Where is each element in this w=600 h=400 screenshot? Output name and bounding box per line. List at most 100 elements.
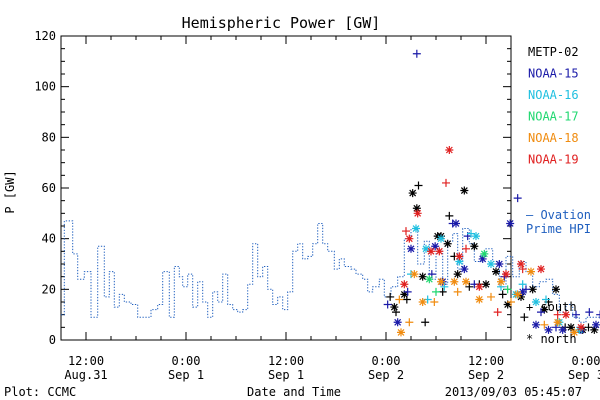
north-marker — [532, 320, 540, 329]
north-marker — [397, 328, 405, 337]
north-marker — [452, 219, 460, 228]
ovation-series — [61, 220, 600, 323]
south-marker — [402, 227, 410, 236]
south-marker — [405, 318, 414, 327]
x-tick-time-label: 0:00 — [372, 354, 401, 368]
north-marker — [502, 270, 510, 279]
north-marker — [437, 277, 445, 286]
south-marker — [507, 298, 515, 306]
north-marker — [407, 244, 415, 253]
x-tick-time-label: 0:00 — [572, 354, 600, 368]
north-marker — [506, 219, 515, 228]
y-axis-label: P [GW] — [3, 170, 17, 213]
north-marker — [453, 270, 462, 279]
south-marker — [572, 310, 580, 319]
y-tick-label: 20 — [42, 282, 56, 296]
south-marker — [442, 178, 450, 187]
chart-title: Hemispheric Power [GW] — [182, 14, 381, 32]
legend-entry: NOAA-18 — [528, 131, 579, 145]
x-tick-time-label: 12:00 — [68, 354, 104, 368]
south-marker — [445, 211, 454, 220]
north-marker — [475, 295, 484, 304]
north-marker — [592, 320, 600, 329]
legend: METP-02 NOAA-15 NOAA-16 NOAA-17 NOAA-18 NOAA-… — [526, 45, 591, 346]
north-marker — [480, 249, 489, 258]
north-marker — [431, 242, 440, 251]
south-marker — [596, 310, 600, 319]
south-marker — [585, 308, 594, 317]
north-marker — [495, 260, 504, 268]
x-tick-date-label: Sep 1 — [168, 368, 204, 382]
north-marker — [455, 252, 464, 261]
north-marker — [497, 277, 505, 286]
south-marker — [453, 287, 462, 296]
x-tick-date-label: Sep 2 — [468, 368, 504, 382]
satellite-markers — [383, 49, 600, 337]
y-tick-label: 120 — [34, 29, 56, 43]
south-marker — [518, 280, 527, 289]
south-marker-legend: + south — [526, 300, 577, 314]
north-marker — [462, 277, 470, 286]
north-marker — [470, 242, 479, 251]
north-marker — [518, 287, 527, 296]
ovation-legend-line2: Prime HPI — [526, 222, 591, 236]
north-marker — [437, 234, 445, 243]
satellite-legend: METP-02 NOAA-15 NOAA-16 NOAA-17 NOAA-18 NOAA-… — [528, 45, 579, 167]
series-noaa-15 — [383, 49, 600, 334]
north-marker — [400, 280, 409, 289]
north-marker — [408, 189, 417, 198]
legend-entry: METP-02 — [528, 45, 579, 59]
north-marker — [422, 244, 430, 253]
north-marker — [575, 325, 584, 334]
south-marker — [493, 308, 502, 317]
north-marker — [558, 325, 567, 334]
north-marker — [567, 323, 575, 332]
north-marker — [577, 323, 585, 332]
north-marker — [487, 260, 495, 268]
series-noaa-16 — [407, 224, 584, 334]
ovation-line — [61, 220, 600, 323]
north-marker — [450, 277, 459, 286]
south-marker — [421, 318, 430, 327]
south-marker — [432, 287, 440, 296]
south-marker — [462, 244, 470, 253]
north-marker — [445, 146, 454, 154]
south-marker — [440, 282, 449, 291]
south-marker — [383, 300, 392, 309]
x-tick-time-label: 12:00 — [468, 354, 504, 368]
x-axis-label: Date and Time — [247, 385, 341, 399]
legend-entry: NOAA-19 — [528, 153, 579, 167]
north-marker — [562, 310, 570, 319]
x-tick-time-label: 12:00 — [268, 354, 304, 368]
ovation-legend-line1: — Ovation — [526, 208, 591, 222]
north-marker — [513, 290, 522, 299]
series-metp-02 — [386, 181, 599, 334]
plot-frame — [60, 35, 512, 341]
north-marker — [425, 275, 434, 284]
footer-source: Plot: CCMC — [4, 385, 76, 399]
north-marker — [540, 305, 549, 314]
south-marker — [412, 49, 421, 58]
north-marker — [460, 265, 469, 274]
north-marker — [427, 247, 435, 256]
north-marker — [418, 272, 427, 281]
south-marker — [540, 320, 549, 329]
south-marker — [553, 310, 562, 319]
south-marker — [403, 287, 412, 296]
series-noaa-17 — [425, 249, 512, 296]
north-marker — [400, 290, 409, 299]
south-marker — [537, 308, 545, 317]
north-marker — [590, 325, 599, 334]
south-marker — [498, 290, 507, 299]
north-marker — [503, 300, 512, 309]
north-marker — [482, 280, 490, 289]
north-marker — [492, 267, 500, 276]
south-marker — [465, 282, 474, 291]
south-marker — [513, 194, 522, 203]
north-marker — [418, 298, 427, 306]
legend-entry: NOAA-16 — [528, 88, 579, 102]
north-marker — [537, 265, 545, 274]
south-marker — [520, 313, 529, 322]
y-tick-label: 100 — [34, 80, 56, 94]
